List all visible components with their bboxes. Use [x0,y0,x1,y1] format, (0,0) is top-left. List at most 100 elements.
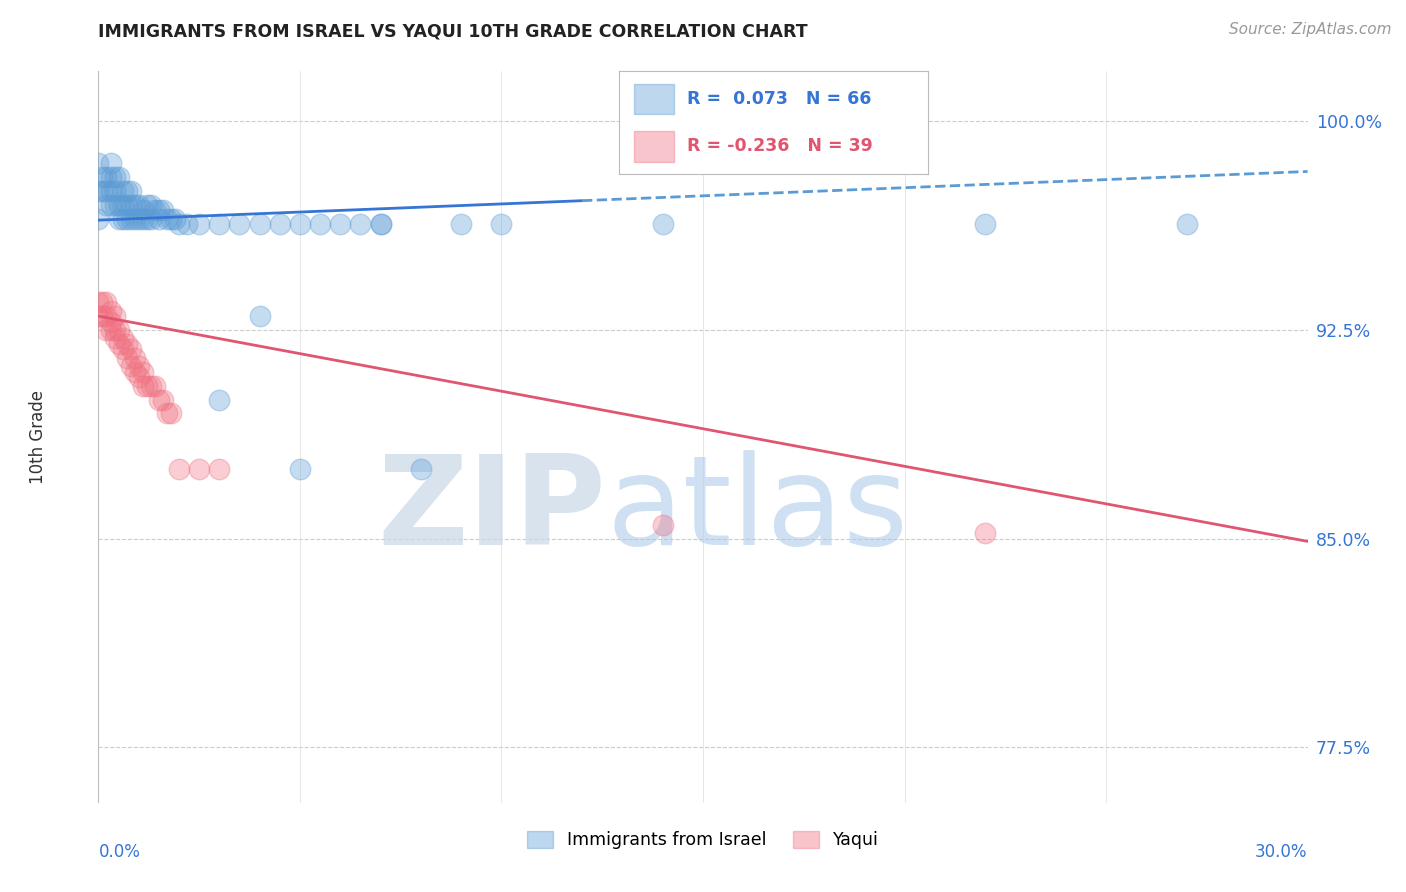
Text: 30.0%: 30.0% [1256,843,1308,861]
Point [163,211,186,226]
Text: R =  0.073   N = 66: R = 0.073 N = 66 [686,90,872,108]
Point [91,169,114,184]
Point [176,217,198,231]
Point [135,211,157,226]
Text: ZIP: ZIP [378,450,606,571]
Point [87,295,110,310]
Point [111,198,134,212]
Text: 10th Grade: 10th Grade [30,390,46,484]
Legend: Immigrants from Israel, Yaqui: Immigrants from Israel, Yaqui [520,823,886,856]
Point [91,309,114,323]
Point [87,211,110,226]
Point [96,323,118,337]
Point [228,217,250,231]
Point [120,343,142,357]
Point [103,169,125,184]
Point [208,392,231,407]
Point [100,323,122,337]
Point [100,184,122,198]
Point [188,217,211,231]
Point [491,217,513,231]
Point [132,365,155,379]
Point [96,198,118,212]
Point [156,406,179,420]
Point [128,211,150,226]
Point [100,303,122,318]
Point [139,378,162,392]
Point [135,378,157,392]
Point [974,217,997,231]
Point [100,198,122,212]
Point [120,359,142,373]
Point [152,392,174,407]
Point [208,217,231,231]
Point [96,184,118,198]
Point [288,462,311,476]
Point [107,323,129,337]
Point [115,198,138,212]
Point [132,211,155,226]
Point [96,309,118,323]
Point [103,323,125,337]
Point [974,526,997,541]
Point [91,295,114,310]
Point [329,217,352,231]
Point [143,378,166,392]
Point [115,211,138,226]
Point [160,406,183,420]
Point [111,184,134,198]
Point [115,337,138,351]
Point [148,203,170,218]
Point [120,184,142,198]
Text: Source: ZipAtlas.com: Source: ZipAtlas.com [1229,22,1392,37]
Point [139,198,162,212]
Point [148,211,170,226]
Point [120,198,142,212]
Point [249,217,271,231]
Point [167,462,190,476]
Point [132,203,155,218]
FancyBboxPatch shape [634,131,675,161]
Point [651,517,673,532]
Point [135,198,157,212]
Point [87,156,110,170]
Point [128,359,150,373]
Point [148,392,170,407]
Point [124,351,146,365]
Point [288,217,311,231]
Point [167,217,190,231]
Point [111,331,134,345]
Point [120,211,142,226]
Point [107,211,129,226]
Point [107,337,129,351]
Point [107,198,129,212]
Point [111,343,134,357]
Point [124,211,146,226]
Point [91,184,114,198]
Point [103,331,125,345]
Point [156,211,179,226]
Text: R = -0.236   N = 39: R = -0.236 N = 39 [686,137,873,155]
Point [124,198,146,212]
Point [208,462,231,476]
FancyBboxPatch shape [634,84,675,114]
Point [651,217,673,231]
Point [103,309,125,323]
Point [111,211,134,226]
Text: 0.0%: 0.0% [98,843,141,861]
Point [1175,217,1198,231]
Point [370,217,392,231]
Point [249,309,271,323]
Point [107,169,129,184]
Text: atlas: atlas [606,450,908,571]
Point [128,198,150,212]
Point [115,351,138,365]
Point [370,217,392,231]
Point [160,211,183,226]
Point [103,198,125,212]
Point [87,184,110,198]
Point [132,378,155,392]
Point [128,370,150,384]
Point [100,156,122,170]
Point [269,217,291,231]
